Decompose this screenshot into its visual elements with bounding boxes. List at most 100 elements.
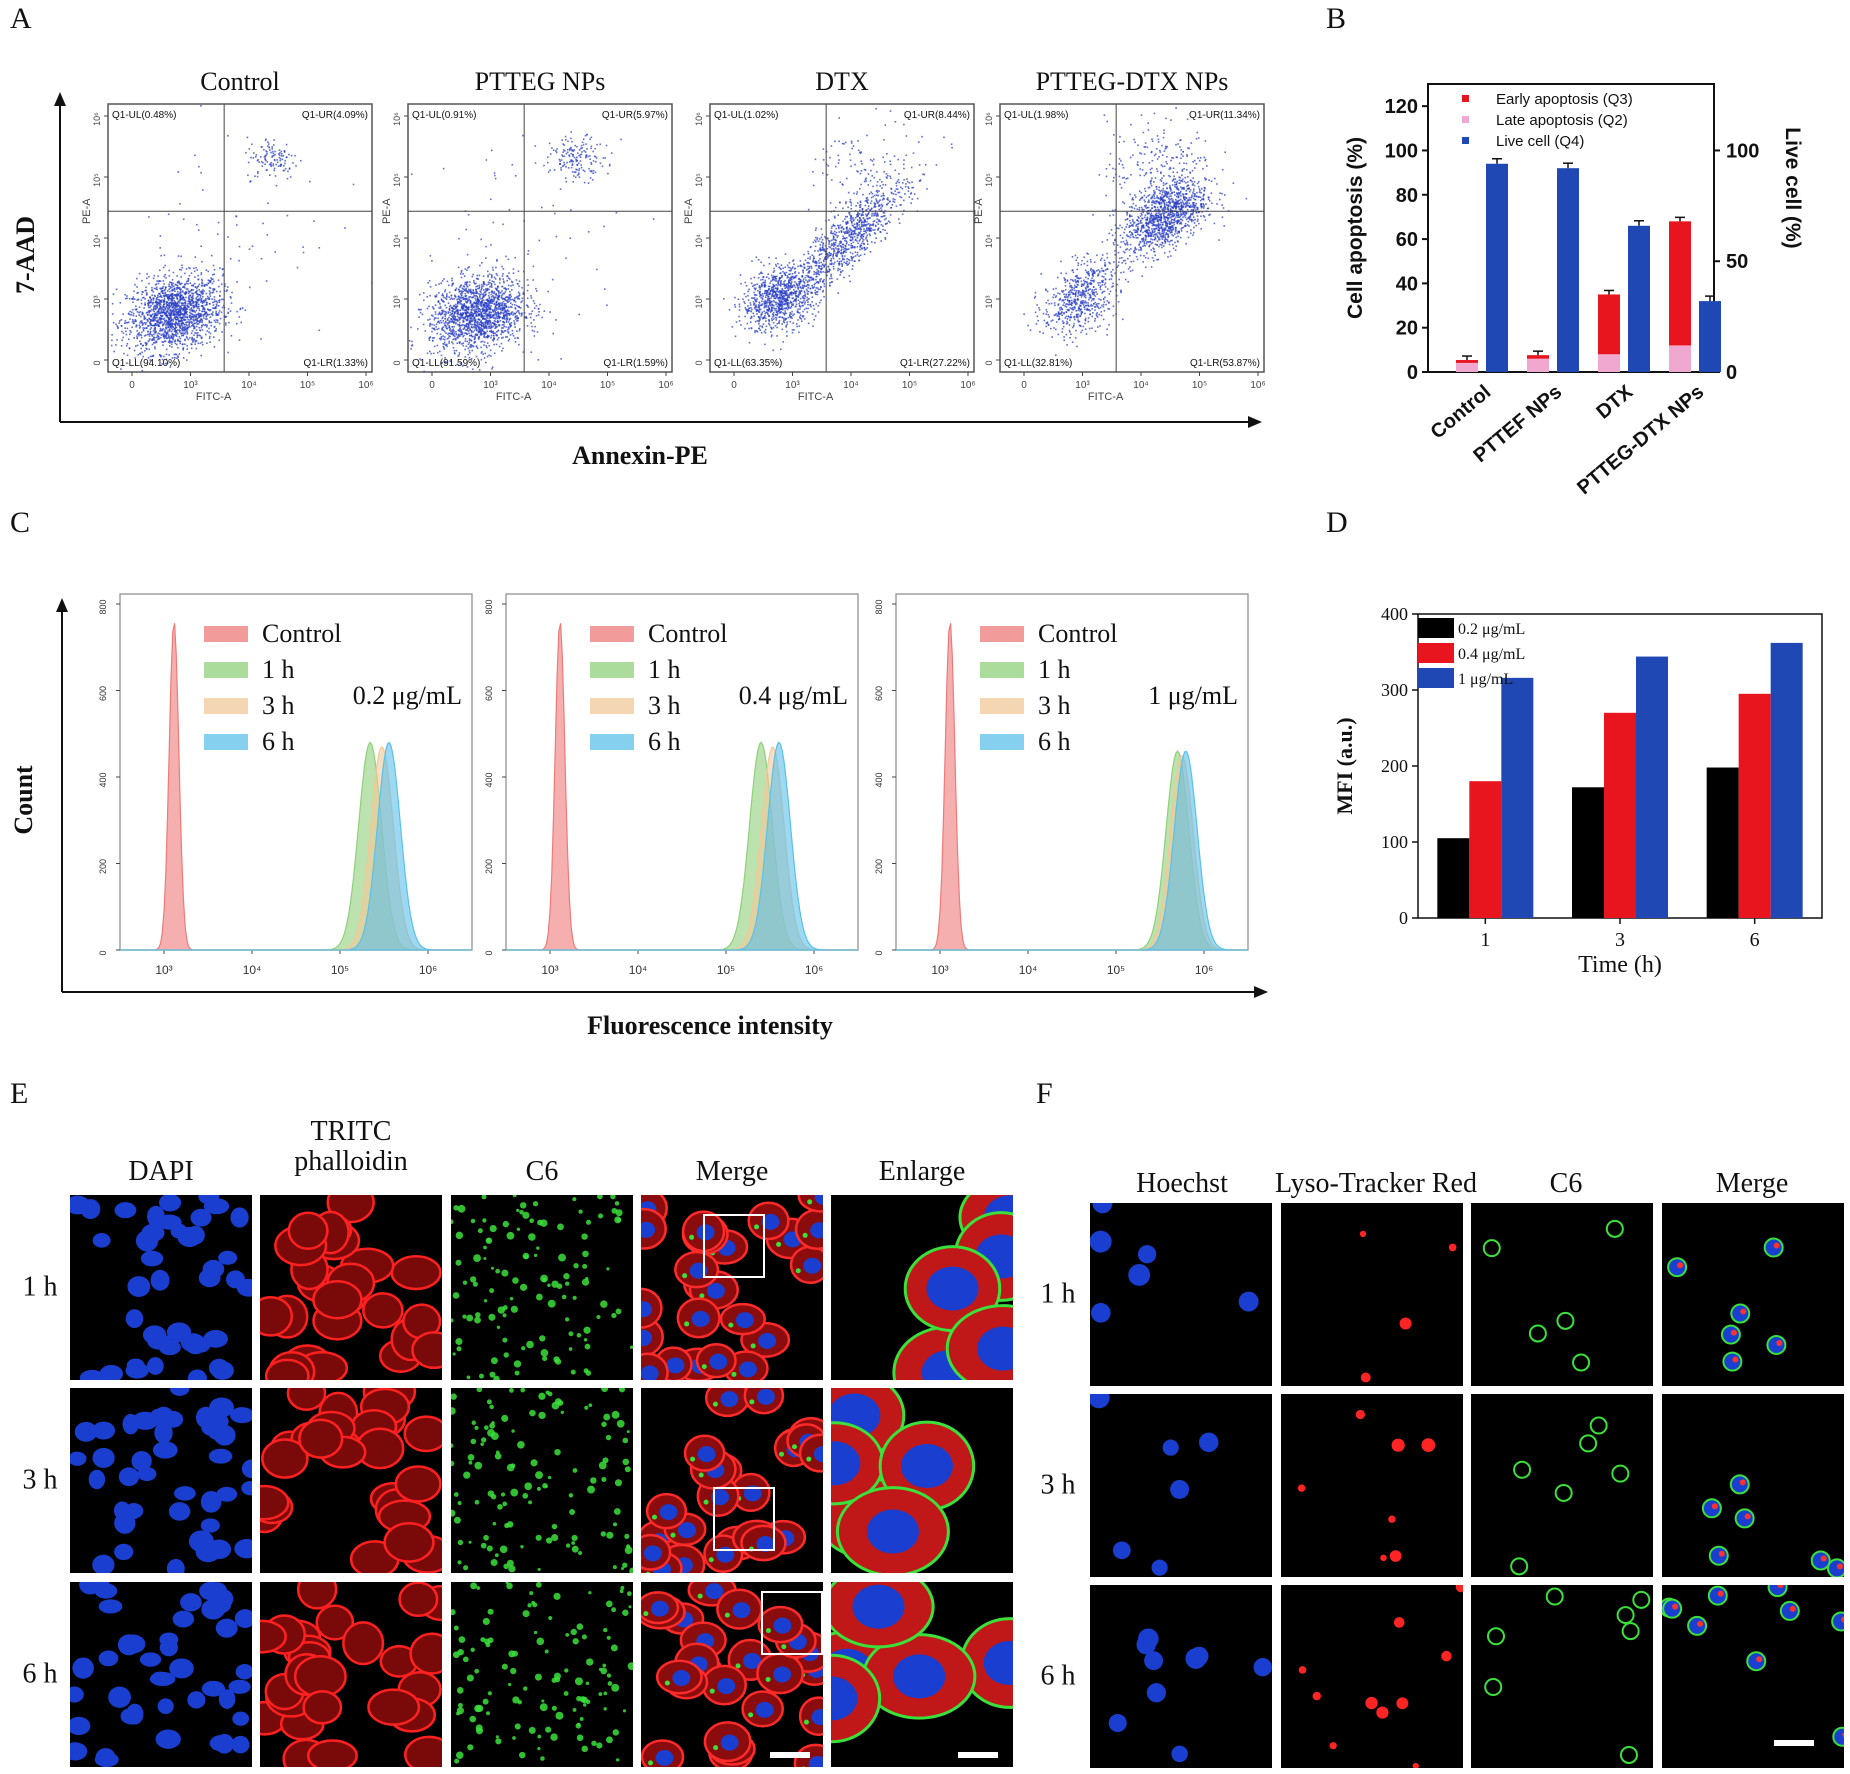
flow-dot	[455, 319, 458, 321]
flow-dot	[176, 294, 179, 296]
flow-dot	[457, 323, 459, 326]
flow-dot	[442, 309, 444, 312]
flow-dot	[208, 290, 211, 292]
flow-dot	[175, 319, 177, 321]
flow-dot	[140, 315, 142, 318]
flow-dot	[200, 318, 202, 320]
flow-dot	[534, 162, 537, 164]
flow-dot	[786, 323, 788, 326]
flow-dot	[483, 289, 485, 291]
flow-dot	[603, 225, 605, 228]
flow-dot	[903, 167, 905, 170]
flow-dot	[773, 291, 776, 293]
flow-dot	[738, 320, 741, 322]
flow-dot	[188, 308, 191, 311]
flow-dot	[217, 314, 220, 316]
flow-dot	[147, 304, 150, 306]
flow-dot	[225, 290, 228, 292]
flow-dot	[495, 324, 497, 326]
flow-dot	[280, 150, 283, 153]
flow-dot	[460, 331, 462, 333]
flow-dot	[229, 258, 232, 260]
flow-dot	[173, 311, 175, 313]
flow-dot	[805, 269, 808, 271]
flow-dot	[809, 287, 812, 290]
flow-dot	[473, 291, 476, 294]
flow-dot	[561, 154, 563, 156]
flow-dot	[212, 291, 215, 293]
flow-dot	[462, 320, 464, 323]
flow-dot	[129, 313, 131, 316]
flow-dot	[568, 154, 570, 156]
flow-dot	[172, 271, 175, 274]
flow-dot	[798, 281, 800, 283]
flow-dot	[185, 307, 187, 310]
flow-dot	[506, 299, 509, 302]
flow-dot	[199, 290, 202, 293]
flow-dot	[761, 311, 764, 314]
flow-dot	[526, 279, 529, 281]
flow-dot	[570, 148, 573, 151]
flow-dot	[512, 272, 515, 274]
flow-dot	[154, 327, 156, 329]
flow-dot	[518, 298, 521, 300]
flow-dot	[185, 316, 187, 318]
flow-dot	[562, 164, 565, 167]
flow-dot	[781, 299, 783, 302]
flow-dot	[754, 308, 757, 311]
flow-dot	[840, 260, 842, 262]
flow-dot	[211, 278, 213, 281]
flow-dot	[196, 317, 198, 320]
flow-dot	[502, 292, 505, 295]
flow-dot	[168, 275, 171, 277]
flow-dot	[461, 287, 464, 289]
flow-dot	[804, 295, 807, 297]
flow-dot	[594, 147, 596, 150]
flow-dot	[498, 302, 500, 304]
flow-dot	[781, 288, 784, 291]
flow-dot	[437, 327, 440, 330]
flow-dot	[153, 331, 156, 334]
flow-dot	[745, 285, 748, 287]
flow-dot	[779, 284, 781, 286]
flow-dot	[115, 344, 117, 346]
flow-dot	[483, 332, 486, 334]
flow-dot	[795, 323, 798, 325]
flow-dot	[431, 327, 434, 329]
flow-dot	[201, 282, 203, 284]
flow-dot	[483, 291, 486, 293]
flow-dot	[799, 291, 801, 293]
flow-dot	[501, 303, 503, 306]
flow-dot	[515, 318, 517, 321]
flow-dot	[164, 329, 166, 331]
flow-dot	[177, 323, 179, 326]
flow-dot	[467, 330, 470, 332]
flow-dot	[201, 305, 203, 307]
flow-dot	[756, 309, 758, 312]
flow-dot	[471, 344, 474, 347]
flow-dot	[478, 293, 480, 295]
flow-dot	[766, 290, 769, 293]
flow-dot	[482, 294, 485, 297]
flow-dot	[209, 335, 211, 338]
flow-dot	[483, 301, 486, 304]
flow-dot	[216, 304, 218, 307]
flow-dot	[181, 334, 183, 337]
flow-dot	[747, 299, 750, 301]
flow-dot	[183, 333, 186, 335]
flow-dot	[154, 341, 156, 344]
flow-dot	[541, 206, 543, 209]
flow-dot	[816, 291, 819, 293]
flow-dot	[791, 285, 794, 287]
flow-dot	[178, 340, 181, 343]
flow-dot	[449, 311, 451, 314]
flow-dot	[441, 309, 443, 312]
flow-dot	[179, 316, 182, 319]
flow-dot	[770, 274, 773, 277]
flow-dot	[786, 305, 789, 307]
flow-dot	[951, 146, 953, 149]
flow-dot	[443, 341, 446, 344]
flow-dot	[168, 336, 171, 338]
flow-dot	[781, 328, 784, 331]
flow-dot	[491, 280, 494, 282]
